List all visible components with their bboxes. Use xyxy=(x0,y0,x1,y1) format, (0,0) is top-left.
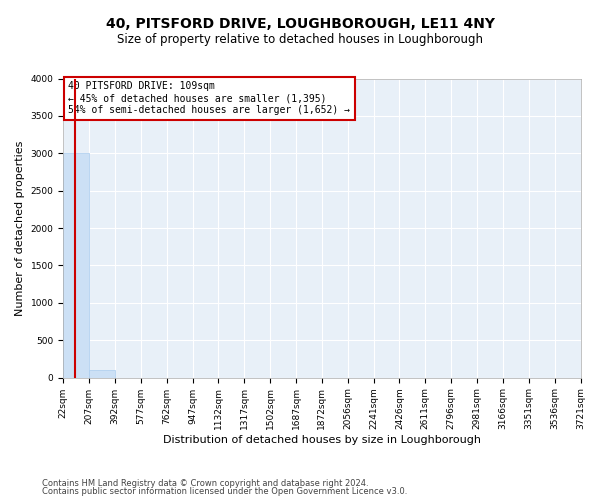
Y-axis label: Number of detached properties: Number of detached properties xyxy=(15,140,25,316)
Bar xyxy=(63,154,89,378)
Text: Contains HM Land Registry data © Crown copyright and database right 2024.: Contains HM Land Registry data © Crown c… xyxy=(42,478,368,488)
Text: 40, PITSFORD DRIVE, LOUGHBOROUGH, LE11 4NY: 40, PITSFORD DRIVE, LOUGHBOROUGH, LE11 4… xyxy=(106,18,494,32)
Bar xyxy=(89,370,115,378)
Text: 40 PITSFORD DRIVE: 109sqm
← 45% of detached houses are smaller (1,395)
54% of se: 40 PITSFORD DRIVE: 109sqm ← 45% of detac… xyxy=(68,82,350,114)
Text: Contains public sector information licensed under the Open Government Licence v3: Contains public sector information licen… xyxy=(42,487,407,496)
Text: Size of property relative to detached houses in Loughborough: Size of property relative to detached ho… xyxy=(117,32,483,46)
X-axis label: Distribution of detached houses by size in Loughborough: Distribution of detached houses by size … xyxy=(163,435,481,445)
